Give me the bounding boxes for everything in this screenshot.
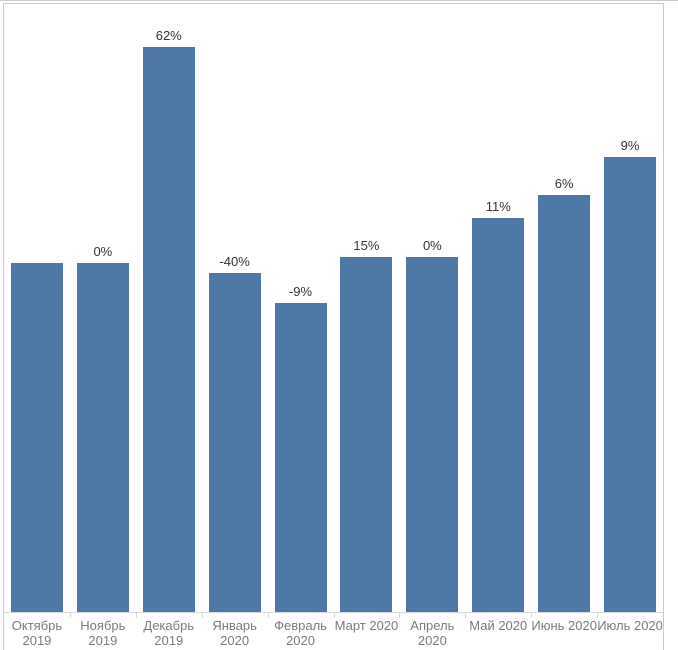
bar-column: 0% [399, 4, 465, 612]
x-axis-line [4, 612, 663, 613]
x-axis-tick [334, 613, 335, 618]
x-axis-label-line: Декабрь [143, 618, 195, 633]
x-axis-label-line: 2019 [154, 633, 184, 648]
x-axis-tick [597, 613, 598, 618]
x-axis-label: Ноябрь 2019 [70, 618, 136, 648]
x-axis-label-line: Январь [212, 618, 257, 633]
x-axis-label-line: Июль 2020 [597, 618, 663, 633]
bar-value-label: 6% [554, 176, 574, 191]
bar-plot: 0% 62% -40% -9% 15% 0% 11% 6% 9% [4, 4, 663, 612]
bar[interactable] [76, 263, 129, 612]
bar-column: 62% [136, 4, 202, 612]
bar-value-label: 62% [155, 28, 182, 43]
x-axis-label-line: 2019 [88, 633, 118, 648]
bar-value-label: -9% [288, 284, 313, 299]
x-axis-label-line: 2019 [22, 633, 52, 648]
bar-column: 9% [597, 4, 663, 612]
bar-value-label: 0% [422, 238, 442, 253]
bar-value-label: 11% [485, 199, 511, 214]
x-axis-label: Март 2020 [334, 618, 400, 633]
x-axis-label: Апрель 2020 [399, 618, 465, 648]
bar[interactable] [142, 47, 195, 612]
bar-column: 11% [465, 4, 531, 612]
bar[interactable] [208, 273, 261, 612]
x-axis-label: Октябрь 2019 [4, 618, 70, 648]
x-axis-label-line: Май 2020 [469, 618, 528, 633]
bar-column: 6% [531, 4, 597, 612]
x-axis-label: Декабрь 2019 [136, 618, 202, 648]
bar-column: 0% [70, 4, 136, 612]
bar[interactable] [406, 257, 459, 612]
x-axis-label: Февраль 2020 [268, 618, 334, 648]
x-axis-label-line: Июнь 2020 [531, 618, 597, 633]
bar-column: 15% [334, 4, 400, 612]
bar-value-label: 15% [353, 238, 380, 253]
bar[interactable] [10, 263, 63, 612]
x-axis-label-line: Октябрь [11, 618, 63, 633]
x-axis-label-line: 2020 [220, 633, 250, 648]
bar[interactable] [472, 218, 525, 612]
x-axis-tick [136, 613, 137, 618]
x-axis-tick [70, 613, 71, 618]
bar[interactable] [538, 195, 591, 612]
x-axis-label: Июнь 2020 [531, 618, 597, 633]
x-axis-label-line: Апрель [410, 618, 455, 633]
bar-column [4, 4, 70, 612]
bar-column: -40% [202, 4, 268, 612]
bar[interactable] [340, 257, 393, 612]
x-axis-label: Июль 2020 [597, 618, 663, 633]
bar-value-label: -40% [219, 254, 250, 269]
bar-column: -9% [268, 4, 334, 612]
x-axis-label-line: 2020 [417, 633, 447, 648]
x-axis-label: Январь 2020 [202, 618, 268, 648]
x-axis-label-line: 2020 [286, 633, 315, 648]
bar[interactable] [604, 157, 657, 612]
top-border-line [0, 0, 678, 1]
x-axis-tick [268, 613, 269, 618]
x-axis-label: Май 2020 [465, 618, 531, 633]
x-axis-label-line: Март 2020 [334, 618, 399, 633]
bar-value-label: 0% [93, 244, 113, 259]
x-axis-tick [202, 613, 203, 618]
x-axis-tick [531, 613, 532, 618]
bar-value-label: 9% [620, 138, 640, 153]
chart-frame: 0% 62% -40% -9% 15% 0% 11% 6% 9% Октябрь 2019 Нояб… [3, 3, 664, 650]
x-axis-label-line: Ноябрь [80, 618, 126, 633]
x-axis-tick [465, 613, 466, 618]
bar[interactable] [274, 303, 327, 612]
x-axis-tick [399, 613, 400, 618]
x-axis-label-line: Февраль [274, 618, 327, 633]
